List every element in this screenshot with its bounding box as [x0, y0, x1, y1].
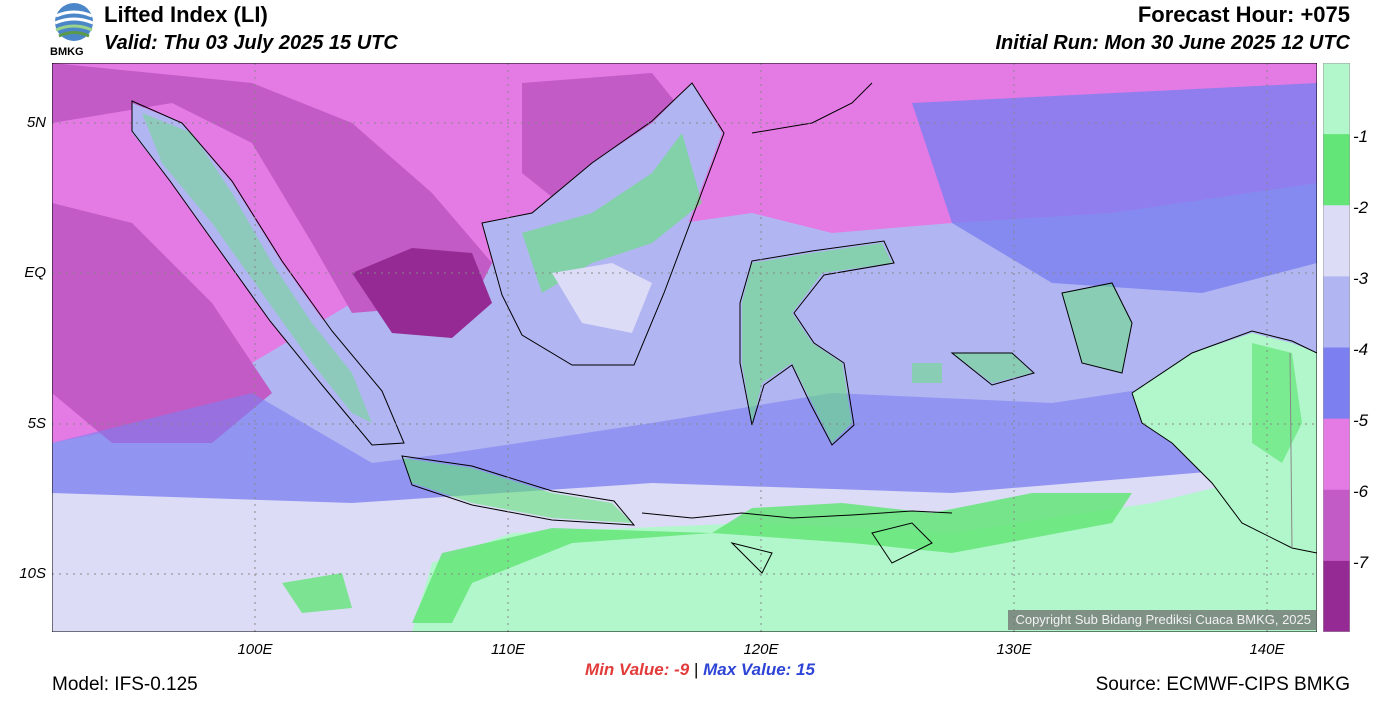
colorbar-label-3: -3 — [1353, 269, 1369, 288]
model-label: Model: IFS-0.125 — [52, 674, 198, 695]
colorbar-label-1: -1 — [1353, 127, 1369, 146]
copyright-notice: Copyright Sub Bidang Prediksi Cuaca BMKG… — [1008, 610, 1317, 630]
min-max-values: Min Value: -9 | Max Value: 15 — [0, 660, 1400, 680]
colorbar-block-7 — [1323, 560, 1350, 632]
colorbar-label-4: -4 — [1353, 340, 1369, 359]
lat-label-5s: 5S — [27, 415, 46, 432]
colorbar-block-5 — [1323, 418, 1350, 491]
initial-run: Initial Run: Mon 30 June 2025 12 UTC — [995, 32, 1350, 54]
colorbar-block-4 — [1323, 347, 1350, 420]
lon-label-110e: 110E — [491, 641, 525, 658]
colorbar-label-6: -6 — [1353, 482, 1369, 501]
colorbar-block-2 — [1323, 205, 1350, 277]
colorbar-block-6 — [1323, 489, 1350, 562]
lifted-index-map — [52, 63, 1317, 632]
colorbar-block-0 — [1323, 63, 1350, 135]
colorbar-label-7: -7 — [1353, 553, 1369, 572]
bmkg-logo: BMKG — [50, 2, 100, 60]
lat-label-10s: 10S — [19, 565, 46, 582]
max-value: Max Value: 15 — [703, 660, 815, 679]
colorbar-label-2: -2 — [1353, 198, 1369, 217]
lon-label-120e: 120E — [743, 641, 779, 658]
forecast-hour: Forecast Hour: +075 — [1137, 2, 1350, 27]
chart-title: Lifted Index (LI) — [104, 2, 268, 27]
colorbar-label-5: -5 — [1353, 411, 1369, 430]
valid-time: Valid: Thu 03 July 2025 15 UTC — [104, 32, 398, 54]
lat-label-eq: EQ — [24, 264, 46, 281]
min-value: Min Value: -9 — [585, 660, 690, 679]
lon-label-140e: 140E — [1249, 641, 1285, 658]
logo-text: BMKG — [50, 46, 84, 58]
lon-label-130e: 130E — [996, 641, 1032, 658]
colorbar-block-1 — [1323, 134, 1350, 206]
lat-label-5n: 5N — [26, 114, 46, 131]
min-max-separator: | — [693, 660, 699, 679]
source-label: Source: ECMWF-CIPS BMKG — [1095, 674, 1350, 695]
colorbar-block-3 — [1323, 276, 1350, 349]
lon-label-100e: 100E — [237, 641, 273, 658]
colorbar — [1323, 63, 1350, 632]
